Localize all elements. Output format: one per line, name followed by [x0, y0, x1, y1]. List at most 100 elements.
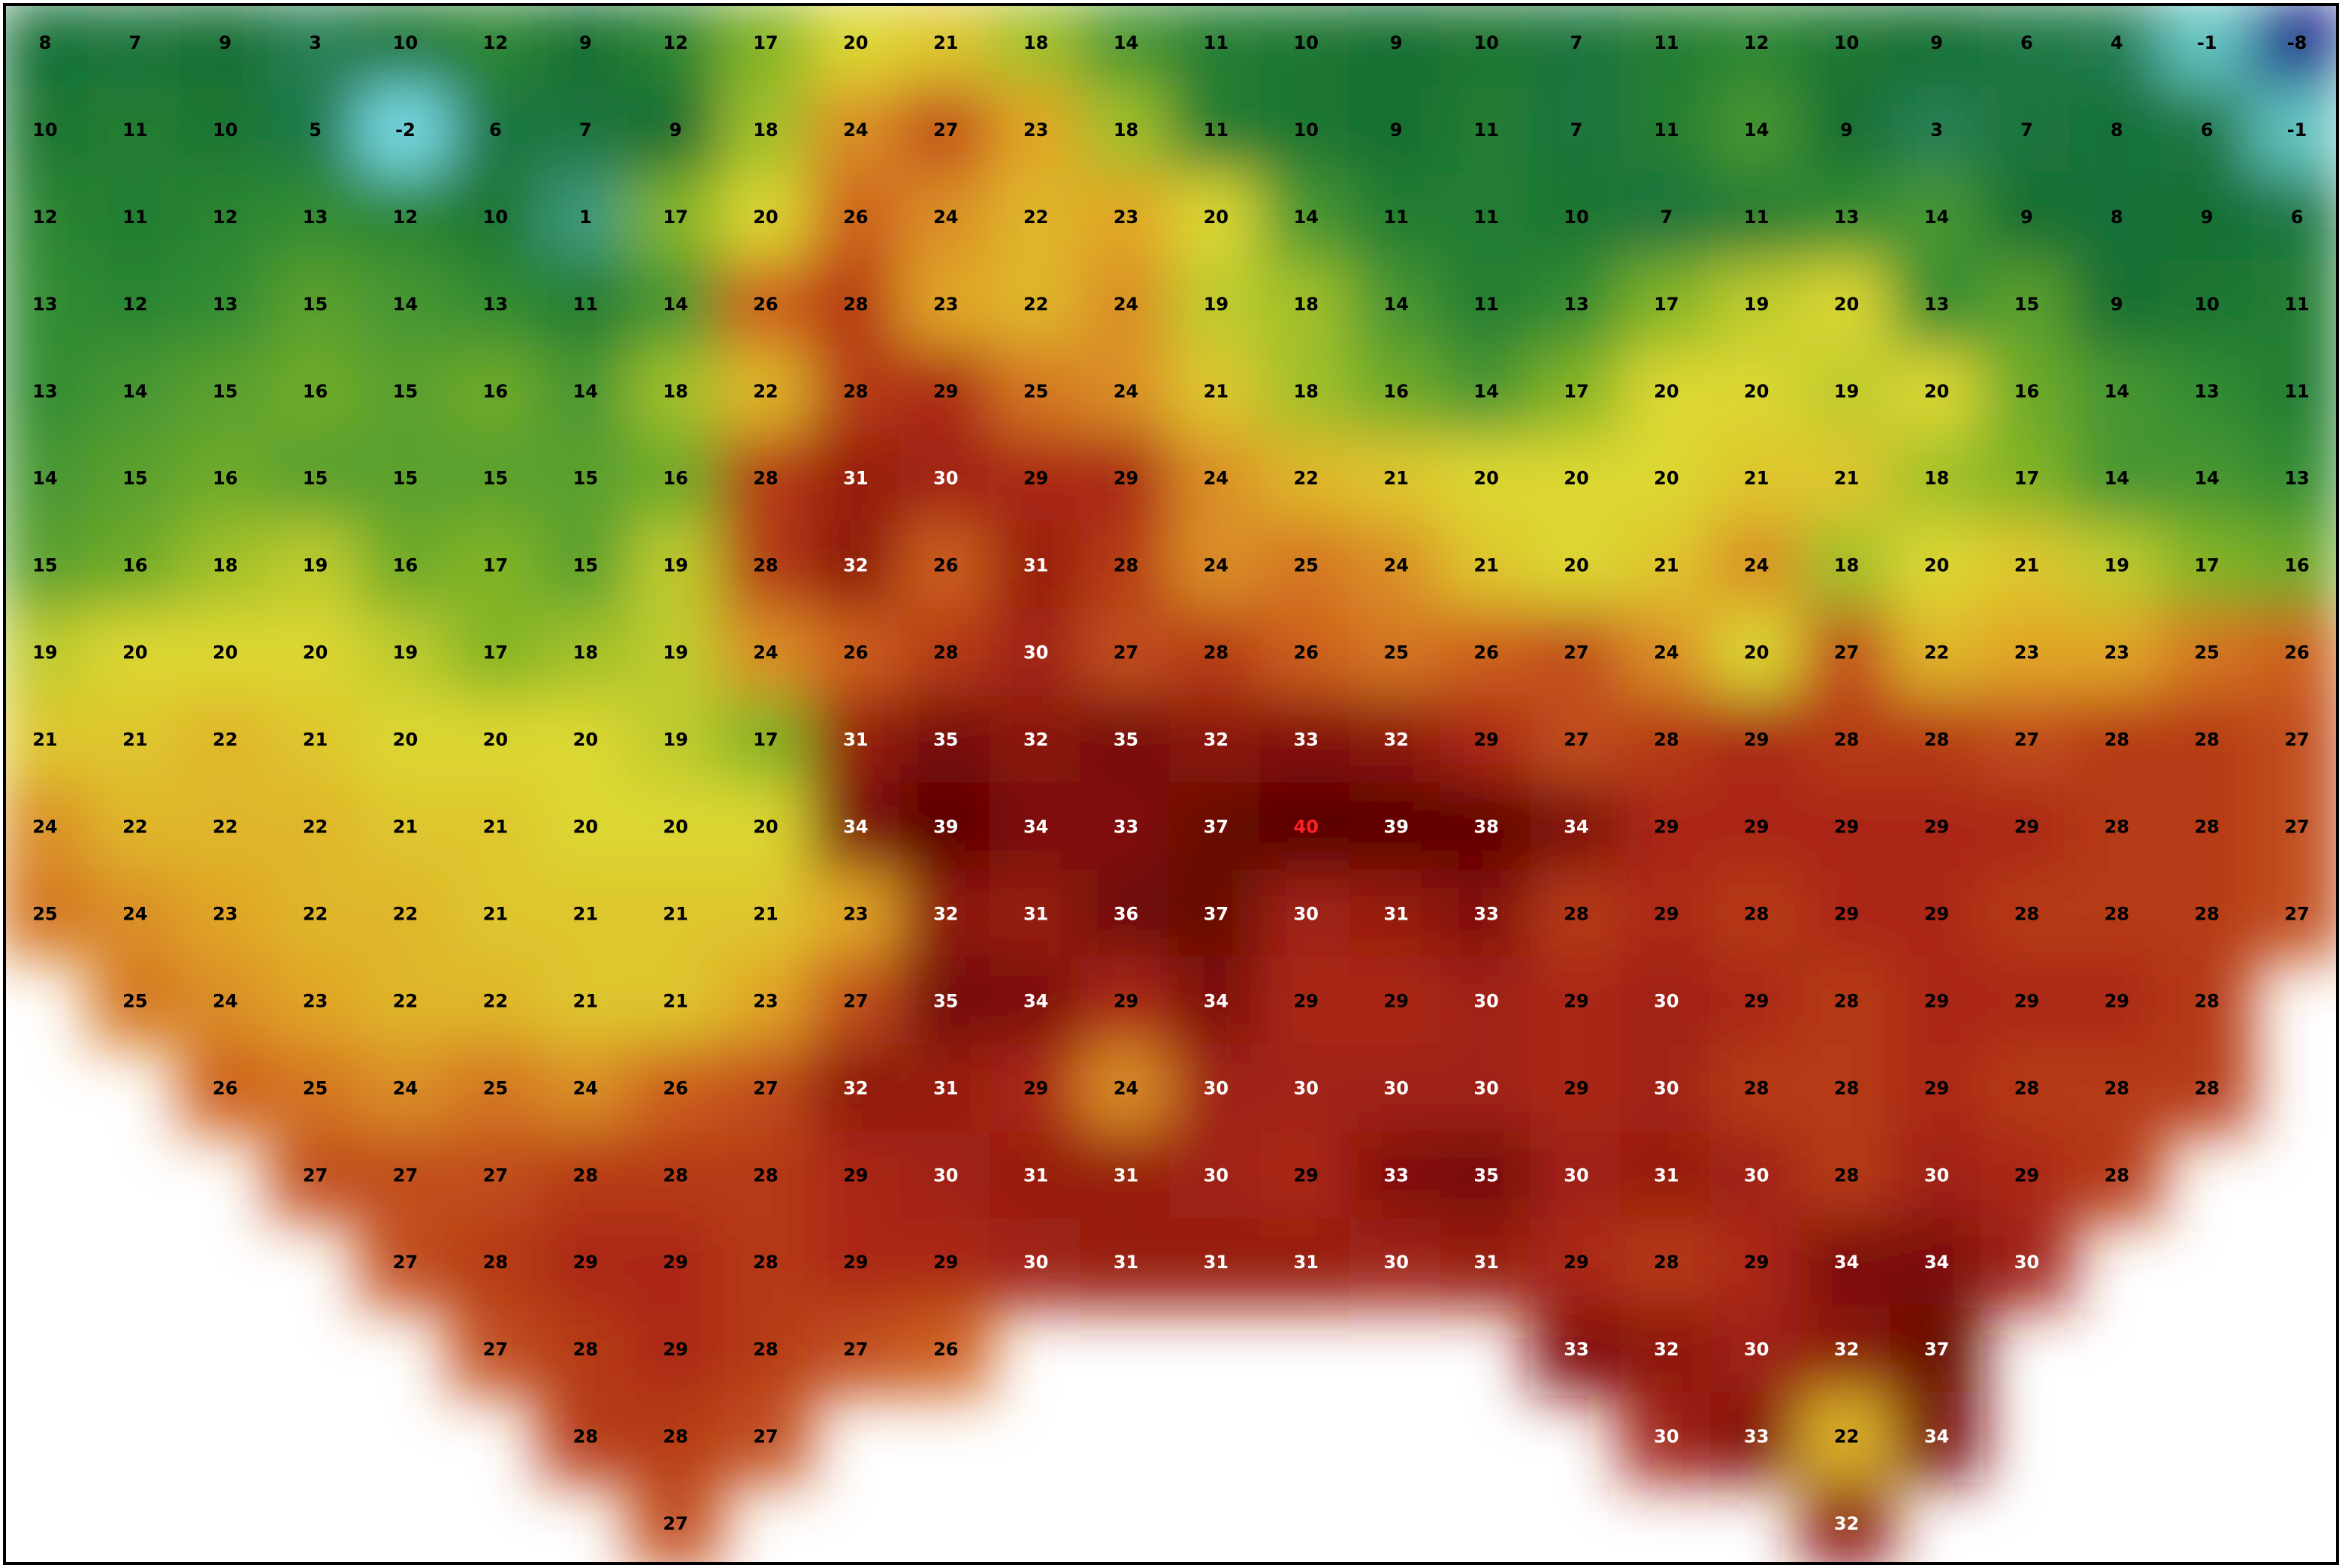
temperature-label: 35	[933, 990, 958, 1011]
temperature-cell	[899, 956, 993, 1047]
temperature-cell	[629, 85, 723, 176]
temperature-cell	[88, 521, 182, 612]
temperature-cell	[1619, 346, 1713, 437]
temperature-label: 11	[573, 294, 598, 315]
temperature-cell	[808, 5, 902, 89]
temperature-label: 29	[1023, 468, 1048, 489]
temperature-label: 32	[1834, 1339, 1859, 1360]
temperature-cell	[808, 1131, 902, 1222]
temperature-cell	[1980, 5, 2074, 89]
temperature-cell	[449, 782, 542, 873]
temperature-cell	[539, 85, 633, 176]
temperature-label: 21	[933, 32, 958, 53]
temperature-label: 32	[1023, 730, 1048, 751]
temperature-cell	[1440, 346, 1534, 437]
temperature-label: 23	[2105, 642, 2129, 663]
temperature-cell	[178, 608, 272, 699]
temperature-cell	[2160, 521, 2254, 612]
temperature-label: 27	[843, 1339, 868, 1360]
temperature-cell	[1709, 956, 1803, 1047]
temperature-cell	[1980, 259, 2074, 350]
temperature-cell	[719, 782, 812, 873]
temperature-cell	[449, 695, 542, 786]
temperature-label: 30	[1384, 1252, 1409, 1273]
temperature-label: 27	[663, 1513, 687, 1534]
temperature-cell	[2250, 869, 2337, 960]
temperature-cell	[1800, 1479, 1893, 1563]
temperature-cell	[2160, 346, 2254, 437]
temperature-cell	[1619, 608, 1713, 699]
temperature-label: 28	[1924, 730, 1949, 751]
temperature-cell	[1079, 869, 1173, 960]
temperature-cell	[2160, 1044, 2254, 1134]
temperature-cell	[1709, 5, 1803, 89]
temperature-cell	[1530, 608, 1623, 699]
temperature-cell	[2070, 608, 2164, 699]
temperature-label: 34	[1204, 990, 1228, 1011]
temperature-cell	[2160, 956, 2254, 1047]
temperature-label: 31	[1204, 1252, 1228, 1273]
temperature-label: 23	[753, 990, 778, 1011]
temperature-cell	[719, 172, 812, 263]
temperature-label: 16	[303, 381, 328, 402]
temperature-cell	[1169, 5, 1263, 89]
temperature-cell	[1169, 956, 1263, 1047]
temperature-label: 26	[213, 1077, 237, 1098]
temperature-label: 20	[843, 32, 868, 53]
temperature-label: 15	[393, 468, 418, 489]
temperature-label: 29	[2105, 990, 2129, 1011]
temperature-label: 15	[393, 381, 418, 402]
temperature-label: 28	[663, 1426, 687, 1447]
temperature-cell	[1169, 1131, 1263, 1222]
temperature-cell	[358, 346, 452, 437]
temperature-cell	[1530, 1305, 1623, 1396]
temperature-label: 28	[1834, 1165, 1859, 1186]
temperature-cell	[88, 434, 182, 524]
temperature-cell	[629, 5, 723, 89]
temperature-cell	[719, 434, 812, 524]
temperature-cell	[808, 695, 902, 786]
temperature-label: 21	[122, 730, 147, 751]
temperature-cell	[1709, 782, 1803, 873]
temperature-cell	[1169, 1044, 1263, 1134]
temperature-label: 31	[1023, 903, 1048, 924]
temperature-label: 8	[2111, 119, 2123, 140]
temperature-cell	[1440, 434, 1534, 524]
temperature-cell	[539, 695, 633, 786]
temperature-label: 15	[2014, 294, 2039, 315]
temperature-cell	[1169, 608, 1263, 699]
temperature-label: 27	[393, 1252, 418, 1273]
temperature-label: 22	[303, 903, 328, 924]
temperature-cell	[899, 172, 993, 263]
temperature-cell	[1800, 1131, 1893, 1222]
temperature-cell	[1980, 695, 2074, 786]
temperature-label: 37	[1204, 816, 1228, 837]
temperature-cell	[629, 1392, 723, 1483]
temperature-label: 26	[2284, 642, 2309, 663]
temperature-label: 20	[122, 642, 147, 663]
temperature-label: 19	[303, 555, 328, 576]
temperature-label: 13	[1834, 207, 1859, 228]
temperature-cell	[1440, 608, 1534, 699]
temperature-label: 32	[1654, 1339, 1679, 1360]
temperature-cell	[899, 869, 993, 960]
temperature-label: 23	[843, 903, 868, 924]
temperature-cell	[808, 956, 902, 1047]
temperature-label: 29	[1294, 990, 1319, 1011]
temperature-label: 28	[1744, 903, 1769, 924]
temperature-cell	[1800, 782, 1893, 873]
temperature-cell	[719, 5, 812, 89]
temperature-cell	[1530, 1131, 1623, 1222]
temperature-label: 1	[579, 207, 592, 228]
temperature-label: 29	[1114, 990, 1138, 1011]
temperature-label: 28	[753, 1339, 778, 1360]
temperature-label: 22	[753, 381, 778, 402]
temperature-cell	[1709, 85, 1803, 176]
temperature-cell	[2070, 1044, 2164, 1134]
temperature-cell	[1530, 869, 1623, 960]
temperature-cell	[1890, 1392, 1984, 1483]
temperature-cell	[1259, 346, 1353, 437]
temperature-label: 35	[1473, 1165, 1498, 1186]
temperature-cell	[5, 172, 92, 263]
